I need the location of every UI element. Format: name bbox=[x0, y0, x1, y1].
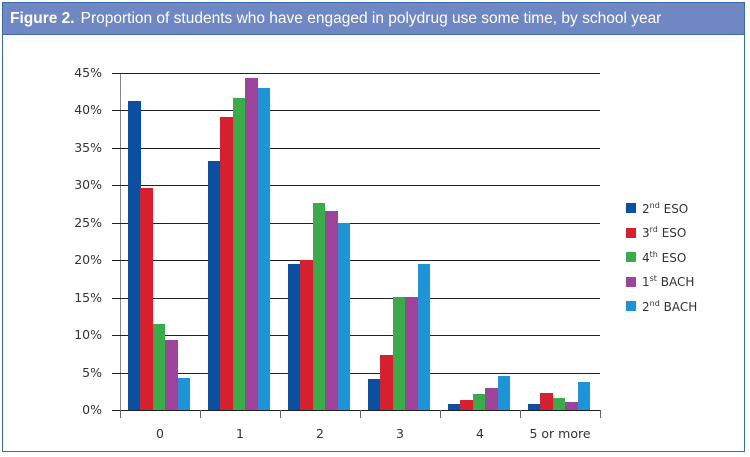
x-tick-mark bbox=[200, 410, 201, 418]
bar bbox=[257, 87, 271, 410]
legend-item: 4th ESO bbox=[626, 245, 697, 270]
gridline bbox=[120, 110, 600, 111]
bar bbox=[552, 398, 566, 410]
legend: 2nd ESO 3rd ESO 4th ESO 1st BACH 2nd BACH bbox=[626, 196, 697, 319]
figure-header: Figure 2. Proportion of students who have… bbox=[3, 3, 744, 35]
bar bbox=[140, 188, 154, 410]
y-tick-mark bbox=[112, 185, 120, 186]
figure-frame: Figure 2. Proportion of students who have… bbox=[2, 2, 745, 452]
bar bbox=[288, 263, 301, 410]
bar bbox=[220, 117, 234, 410]
y-tick-mark bbox=[112, 148, 120, 149]
bar bbox=[405, 296, 418, 410]
bar bbox=[165, 339, 178, 410]
bar bbox=[368, 379, 381, 410]
y-tick-label: 25% bbox=[74, 215, 102, 230]
x-tick-mark bbox=[520, 410, 521, 418]
bar bbox=[392, 296, 406, 410]
x-tick-label: 1 bbox=[236, 426, 244, 441]
legend-label: 2nd ESO bbox=[642, 200, 689, 216]
bar bbox=[380, 354, 394, 410]
bar bbox=[577, 381, 591, 410]
gridline bbox=[120, 148, 600, 149]
y-tick-mark bbox=[112, 373, 120, 374]
x-tick-mark bbox=[120, 410, 121, 418]
figure-number: Figure 2. bbox=[10, 10, 75, 27]
bar bbox=[337, 222, 351, 410]
bar bbox=[565, 401, 578, 410]
legend-item: 2nd BACH bbox=[626, 294, 697, 319]
y-tick-label: 45% bbox=[74, 65, 102, 80]
y-tick-label: 5% bbox=[82, 365, 102, 380]
legend-label: 2nd BACH bbox=[642, 298, 698, 314]
legend-swatch bbox=[626, 227, 636, 238]
y-tick-label: 30% bbox=[74, 177, 102, 192]
y-tick-label: 20% bbox=[74, 252, 102, 267]
y-tick-mark bbox=[112, 223, 120, 224]
legend-swatch bbox=[626, 301, 636, 312]
bar bbox=[128, 100, 141, 410]
bar bbox=[485, 388, 498, 410]
bar bbox=[325, 210, 338, 410]
y-tick-mark bbox=[112, 73, 120, 74]
gridline bbox=[120, 260, 600, 261]
x-tick-label: 5 or more bbox=[529, 426, 591, 441]
bar bbox=[177, 377, 191, 410]
x-axis bbox=[112, 410, 600, 411]
x-tick-label: 4 bbox=[476, 426, 484, 441]
legend-label: 1st BACH bbox=[642, 274, 695, 290]
legend-label: 3rd ESO bbox=[642, 225, 687, 241]
legend-swatch bbox=[626, 203, 636, 214]
bar bbox=[540, 392, 554, 410]
gridline bbox=[120, 335, 600, 336]
y-tick-mark bbox=[112, 298, 120, 299]
bar bbox=[497, 376, 511, 410]
gridline bbox=[120, 373, 600, 374]
bar bbox=[245, 78, 258, 410]
bar bbox=[417, 263, 431, 410]
x-tick-label: 0 bbox=[156, 426, 164, 441]
bar bbox=[208, 160, 221, 410]
bar bbox=[528, 404, 541, 410]
y-tick-mark bbox=[112, 110, 120, 111]
bar bbox=[448, 404, 461, 410]
bar bbox=[472, 394, 486, 410]
bar bbox=[460, 400, 474, 410]
legend-item: 3rd ESO bbox=[626, 221, 697, 246]
y-axis bbox=[120, 73, 121, 411]
gridline bbox=[120, 223, 600, 224]
y-tick-label: 35% bbox=[74, 140, 102, 155]
y-tick-label: 10% bbox=[74, 327, 102, 342]
legend-swatch bbox=[626, 252, 636, 263]
y-tick-label: 0% bbox=[82, 402, 102, 417]
gridline bbox=[120, 185, 600, 186]
x-tick-mark bbox=[280, 410, 281, 418]
legend-label: 4th ESO bbox=[642, 249, 687, 265]
x-tick-mark bbox=[440, 410, 441, 418]
gridline bbox=[120, 298, 600, 299]
x-tick-mark bbox=[600, 410, 601, 418]
x-tick-label: 3 bbox=[396, 426, 404, 441]
legend-swatch bbox=[626, 276, 636, 287]
bar bbox=[300, 260, 314, 410]
y-tick-label: 40% bbox=[74, 102, 102, 117]
gridline bbox=[120, 73, 600, 74]
y-tick-mark bbox=[112, 335, 120, 336]
bar bbox=[312, 202, 326, 410]
x-tick-label: 2 bbox=[316, 426, 324, 441]
x-tick-mark bbox=[360, 410, 361, 418]
legend-item: 2nd ESO bbox=[626, 196, 697, 221]
bar bbox=[152, 323, 166, 410]
figure-title: Proportion of students who have engaged … bbox=[80, 10, 662, 27]
bar bbox=[232, 97, 246, 410]
legend-item: 1st BACH bbox=[626, 270, 697, 295]
y-tick-label: 15% bbox=[74, 290, 102, 305]
y-tick-mark bbox=[112, 260, 120, 261]
